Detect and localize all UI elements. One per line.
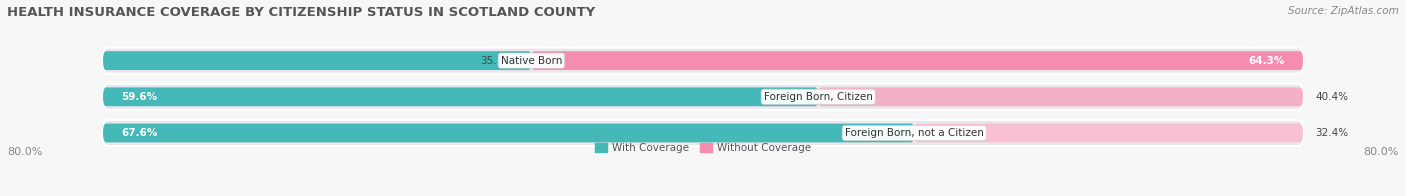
FancyBboxPatch shape bbox=[103, 123, 914, 142]
Text: Foreign Born, Citizen: Foreign Born, Citizen bbox=[763, 92, 873, 102]
Legend: With Coverage, Without Coverage: With Coverage, Without Coverage bbox=[591, 139, 815, 157]
FancyBboxPatch shape bbox=[818, 87, 1303, 106]
Text: HEALTH INSURANCE COVERAGE BY CITIZENSHIP STATUS IN SCOTLAND COUNTY: HEALTH INSURANCE COVERAGE BY CITIZENSHIP… bbox=[7, 6, 595, 19]
Text: 80.0%: 80.0% bbox=[7, 147, 42, 157]
FancyBboxPatch shape bbox=[531, 51, 1303, 70]
FancyBboxPatch shape bbox=[914, 123, 1303, 142]
Text: 40.4%: 40.4% bbox=[1315, 92, 1348, 102]
Text: 67.6%: 67.6% bbox=[121, 128, 157, 138]
Text: Source: ZipAtlas.com: Source: ZipAtlas.com bbox=[1288, 6, 1399, 16]
FancyBboxPatch shape bbox=[103, 84, 1303, 110]
Text: Foreign Born, not a Citizen: Foreign Born, not a Citizen bbox=[845, 128, 984, 138]
Text: Native Born: Native Born bbox=[501, 56, 562, 66]
FancyBboxPatch shape bbox=[103, 48, 1303, 74]
FancyBboxPatch shape bbox=[103, 120, 1303, 146]
Text: 59.6%: 59.6% bbox=[121, 92, 157, 102]
Text: 35.7%: 35.7% bbox=[481, 56, 513, 66]
FancyBboxPatch shape bbox=[103, 51, 531, 70]
Text: 32.4%: 32.4% bbox=[1315, 128, 1348, 138]
FancyBboxPatch shape bbox=[103, 87, 818, 106]
Text: 80.0%: 80.0% bbox=[1364, 147, 1399, 157]
Text: 64.3%: 64.3% bbox=[1249, 56, 1285, 66]
